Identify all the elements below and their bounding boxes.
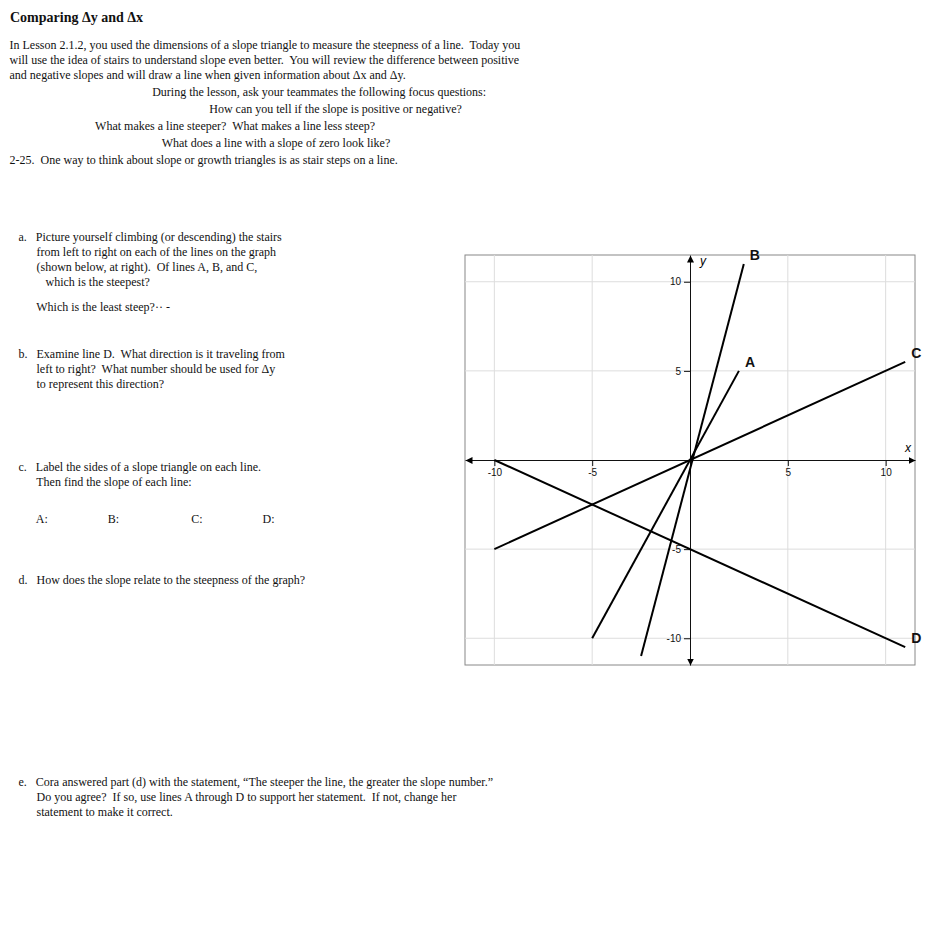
x-axis-label: x [904,441,912,455]
title: Comparing Δy and Δx [10,10,143,26]
page: Comparing Δy and Δx In Lesson 2.1.2, you … [0,0,951,939]
y-tick-mark [684,282,690,283]
line [641,264,744,656]
x-tick-label: 5 [786,467,792,478]
y-tick: -10 [667,633,690,644]
x-tick: -5 [588,460,597,478]
annotation: b. Examine line D. What direction is it … [10,347,285,392]
line-label: D [911,630,921,646]
line-label: A [745,354,755,370]
y-tick-label: 10 [670,276,682,287]
annotation: a. Picture yourself climbing (or descend… [10,230,282,290]
annotation: During the lesson, ask your teammates th… [152,85,486,100]
y-tick-mark [684,371,690,372]
plot-frame [465,255,915,665]
x-tick: 10 [881,460,893,478]
x-tick-mark [592,460,593,466]
x-tick-label: 10 [881,467,893,478]
y-tick-label: 5 [675,366,681,377]
annotation: d. How does the slope relate to the stee… [10,573,306,588]
y-tick-mark [684,638,690,639]
annotation: What does a line with a slope of zero lo… [162,136,391,151]
y-axis-label: y [699,254,707,268]
y-tick-label: -10 [667,633,682,644]
chart: -10-5510-10-5510xyABCD [450,235,940,685]
annotation: What makes a line steeper? What makes a … [95,119,375,134]
line-label: C [911,345,921,361]
line [494,460,905,647]
annotation: e. Cora answered part (d) with the state… [10,775,493,820]
line-label: B [750,247,760,263]
line [592,371,739,638]
annotation: How can you tell if the slope is positiv… [209,102,462,117]
annotation: In Lesson 2.1.2, you used the dimensions… [10,38,521,83]
annotation: c. Label the sides of a slope triangle o… [10,460,262,490]
x-tick-mark [788,460,789,466]
grid [465,255,915,665]
line [494,362,905,549]
annotation: Which is the least steep?·· - [10,300,170,315]
y-tick: 5 [675,366,690,377]
line-labels: A B C D [745,247,921,646]
y-tick: 10 [670,276,690,287]
x-tick-mark [886,460,887,466]
x-tick-label: -10 [488,467,503,478]
annotation: 2-25. One way to think about slope or gr… [10,153,398,168]
annotation: A: B: C: D: [10,512,275,527]
lines [494,264,905,656]
x-tick: 5 [786,460,792,478]
x-tick-label: -5 [588,467,597,478]
plot: -10-5510-10-5510xyABCD [465,247,921,666]
